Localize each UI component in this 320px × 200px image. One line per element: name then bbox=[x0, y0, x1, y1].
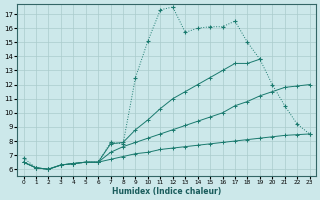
X-axis label: Humidex (Indice chaleur): Humidex (Indice chaleur) bbox=[112, 187, 221, 196]
